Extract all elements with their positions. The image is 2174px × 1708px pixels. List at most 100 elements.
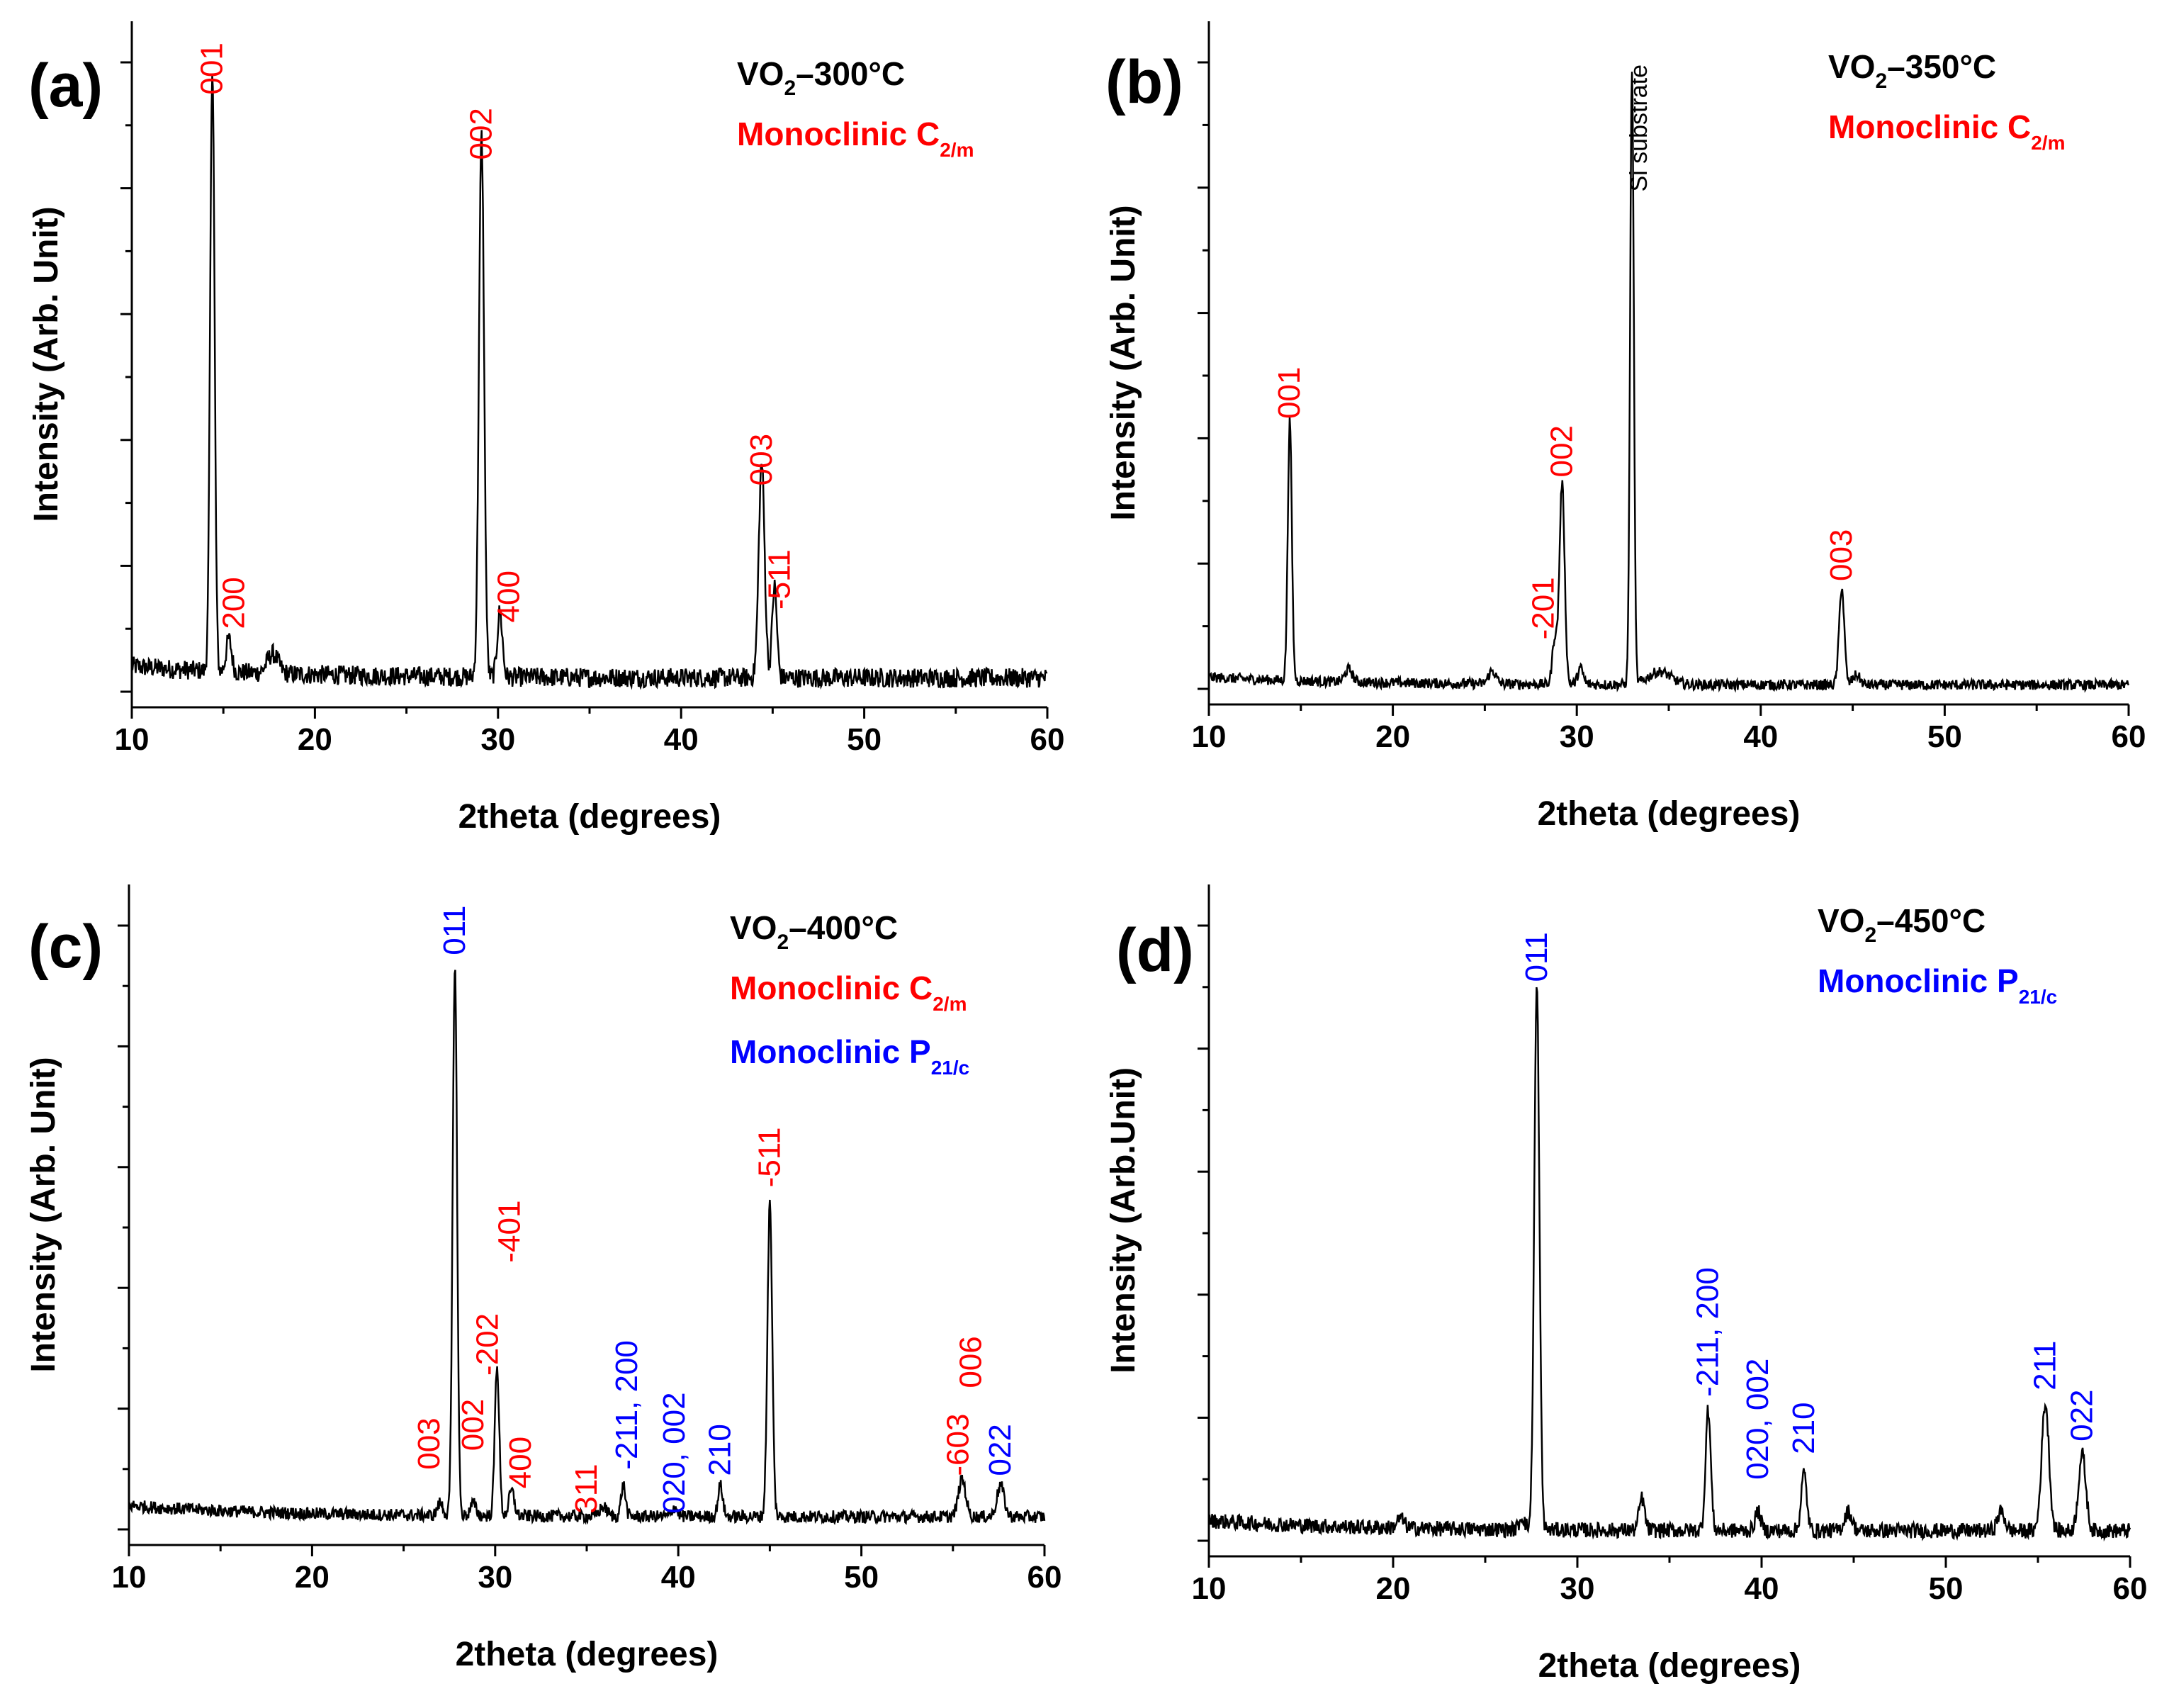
sample-title: VO2–400°C — [730, 909, 898, 954]
xrd-pattern-line — [130, 75, 1048, 690]
panel-d: 10 20 30 40 50 60 2theta (degrees) Intensity (A… — [1105, 884, 2147, 1685]
panel-label: (b) — [1105, 48, 1183, 116]
xrd-pattern-line — [1207, 987, 2131, 1542]
panel-label: (c) — [28, 913, 103, 981]
peak-label: 400 — [503, 1437, 538, 1488]
sample-title-subscript: 2 — [1875, 69, 1887, 93]
sample-title-rest: –300°C — [796, 55, 905, 92]
x-axis-label: 2theta (degrees) — [1538, 1647, 1801, 1685]
phase-name: Monoclinic C — [1828, 108, 2031, 145]
panel-c: 10 20 30 40 50 60 2theta (degrees) Intensity (A… — [25, 884, 1061, 1673]
x-tick-label: 30 — [1560, 719, 1594, 754]
peak-label: 002 — [1544, 425, 1579, 477]
x-tick-label: 30 — [478, 1560, 512, 1595]
phase-legend-entry: Monoclinic C2/m — [737, 116, 974, 161]
panel-a: 10 20 30 40 50 60 2theta (degrees) Intensity (A… — [28, 21, 1064, 836]
phase-space-group: 21/c — [2019, 986, 2058, 1008]
x-tick-label: 50 — [1927, 719, 1962, 754]
sample-title: VO2–450°C — [1818, 902, 1986, 947]
peak-label: 210 — [703, 1424, 738, 1476]
phase-space-group: 2/m — [2031, 132, 2065, 154]
x-axis-label: 2theta (degrees) — [458, 798, 721, 836]
x-axis-label: 2theta (degrees) — [456, 1636, 719, 1673]
peak-label: 001 — [1272, 367, 1307, 419]
sample-title-base: VO — [730, 909, 777, 946]
peak-label: 020, 002 — [1740, 1359, 1775, 1480]
peak-label: -201 — [1526, 577, 1560, 639]
phase-name: Monoclinic C — [737, 116, 940, 152]
peak-label: -401 — [492, 1200, 526, 1262]
x-tick-label: 60 — [1030, 722, 1065, 757]
peak-label: 002 — [456, 1399, 490, 1451]
peak-label: 011 — [437, 906, 472, 955]
peak-label: -603 — [941, 1414, 976, 1476]
phase-legend-entry: Monoclinic C2/m — [730, 970, 967, 1015]
phase-space-group: 21/c — [931, 1057, 970, 1079]
peak-label: 200 — [217, 577, 252, 629]
panel-label: (d) — [1116, 916, 1194, 984]
sample-title: VO2–300°C — [737, 55, 905, 100]
x-tick-label: 60 — [1027, 1560, 1062, 1595]
phase-legend-entry: Monoclinic C2/m — [1828, 108, 2065, 154]
phase-name: Monoclinic P — [1818, 962, 2019, 999]
peak-label: 211 — [2027, 1341, 2062, 1390]
peak-label: -211, 200 — [609, 1340, 644, 1470]
sample-title-rest: –350°C — [1887, 48, 1996, 85]
peak-label: -511 — [762, 549, 797, 609]
phase-name: Monoclinic P — [730, 1033, 931, 1070]
x-tick-label: 50 — [847, 722, 882, 757]
phase-name: Monoclinic C — [730, 970, 933, 1006]
x-tick-label: 40 — [1745, 1571, 1779, 1606]
sample-title-rest: –400°C — [789, 909, 898, 946]
peak-label: 003 — [744, 434, 779, 485]
peak-label: 001 — [195, 43, 230, 94]
x-tick-label: 50 — [1929, 1571, 1964, 1606]
x-tick-label: 10 — [112, 1560, 147, 1595]
phase-space-group: 2/m — [933, 993, 967, 1015]
y-axis-label: Intensity (Arb. Unit) — [1105, 205, 1142, 520]
x-tick-label: 40 — [664, 722, 699, 757]
sample-title-subscript: 2 — [1864, 923, 1876, 947]
y-axis-label: Intensity (Arb.Unit) — [1105, 1067, 1142, 1373]
x-tick-label: 10 — [115, 722, 150, 757]
panel-label: (a) — [28, 52, 103, 120]
peak-label: 022 — [983, 1424, 1018, 1476]
peak-label: 020, 002 — [657, 1392, 692, 1513]
x-tick-label: 10 — [1192, 719, 1227, 754]
sample-title-base: VO — [1828, 48, 1875, 85]
xrd-pattern-line — [1207, 72, 2130, 693]
x-axis-label: 2theta (degrees) — [1538, 795, 1801, 833]
y-axis-label: Intensity (Arb. Unit) — [28, 206, 65, 522]
phase-legend-entry: Monoclinic P21/c — [730, 1033, 969, 1079]
y-axis-label: Intensity (Arb. Unit) — [25, 1057, 62, 1372]
peak-label: 006 — [954, 1336, 989, 1388]
x-tick-label: 60 — [2113, 1571, 2148, 1606]
x-tick-label: 20 — [298, 722, 332, 757]
phase-legend-entry: Monoclinic P21/c — [1818, 962, 2057, 1008]
peak-label: 002 — [464, 108, 499, 159]
x-tick-label: 60 — [2112, 719, 2146, 754]
x-tick-label: 10 — [1192, 1571, 1227, 1606]
x-tick-label: 20 — [295, 1560, 330, 1595]
peak-label: 400 — [491, 571, 526, 622]
x-tick-label: 40 — [1743, 719, 1778, 754]
x-tick-label: 30 — [1560, 1571, 1595, 1606]
peak-label: 022 — [2064, 1389, 2099, 1441]
sample-title-rest: –450°C — [1876, 902, 1986, 939]
annotation-label: Si substrate — [1626, 64, 1652, 192]
peak-label: -211, 200 — [1691, 1267, 1725, 1397]
peak-label: -202 — [470, 1313, 505, 1376]
peak-label: 210 — [1786, 1402, 1821, 1454]
x-tick-label: 20 — [1376, 1571, 1411, 1606]
x-tick-label: 20 — [1375, 719, 1410, 754]
phase-space-group: 2/m — [940, 139, 974, 161]
peak-label: 011 — [1519, 932, 1554, 982]
peak-label: -511 — [752, 1128, 787, 1188]
peak-label: 003 — [412, 1417, 446, 1469]
panel-b: 10 20 30 40 50 60 2theta (degrees) Intensity (A… — [1105, 21, 2146, 833]
sample-title: VO2–350°C — [1828, 48, 1996, 93]
peak-label: 311 — [569, 1464, 604, 1514]
sample-title-base: VO — [737, 55, 784, 92]
x-tick-label: 40 — [661, 1560, 696, 1595]
